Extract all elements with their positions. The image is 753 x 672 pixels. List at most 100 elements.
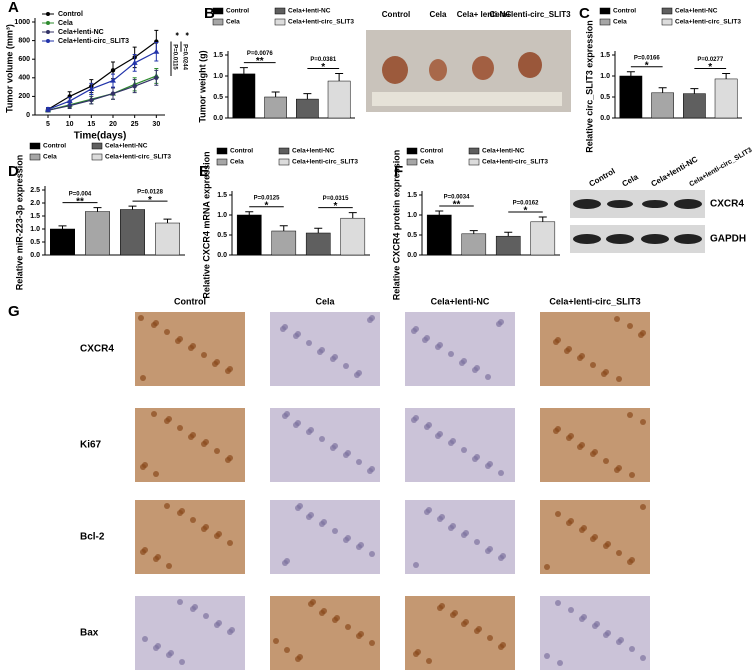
error-bar (504, 231, 513, 237)
ihc-cell (426, 507, 432, 513)
ihc-cell (142, 636, 148, 642)
ihc-cell (592, 449, 598, 455)
ihc-cell (568, 433, 574, 439)
ihc-cell (500, 642, 506, 648)
p-value: P=0.004 (69, 191, 92, 197)
ihc-cell (190, 517, 196, 523)
ihc-cell (284, 647, 290, 653)
y-axis-label: Tumor weight (g) (197, 50, 207, 122)
ihc-cell (295, 420, 301, 426)
ihc-cell (203, 613, 209, 619)
ihc-cell (627, 323, 633, 329)
legend-swatch (406, 147, 418, 155)
legend-swatch (216, 158, 228, 166)
ihc-cell (413, 562, 419, 568)
y-axis-label: Relative circ_SLIT3 expression (584, 20, 594, 153)
ihc-cell (227, 455, 233, 461)
error-bar (538, 216, 547, 222)
error-bar (626, 71, 635, 76)
ihc-cell (603, 369, 609, 375)
y-tick-label: 0.0 (600, 115, 610, 122)
ihc-cell (544, 653, 550, 659)
legend-swatch (212, 18, 224, 26)
y-tick-label: 0.0 (30, 252, 40, 259)
ihc-cell (332, 354, 338, 360)
bar (305, 232, 331, 256)
ihc-image (270, 408, 380, 482)
p-value: P=0.0125 (254, 195, 281, 201)
y-tick-label: 0.0 (217, 252, 227, 259)
marker (153, 48, 160, 54)
legend-label: Cela+lenti-circ_SLIT3 (105, 154, 171, 161)
ihc-cell (168, 650, 174, 656)
ihc-cell (640, 655, 646, 661)
ihc-cell (214, 359, 220, 365)
ihc-cell (155, 554, 161, 560)
y-tick-label: 1.5 (407, 192, 417, 199)
ihc-cell (166, 563, 172, 569)
ihc-cell (568, 607, 574, 613)
significance: * (321, 62, 325, 73)
ihc-cell (616, 465, 622, 471)
column-label: Cela+lenti-circ_SLIT3 (549, 296, 640, 306)
bar (296, 98, 319, 119)
ihc-cell (487, 461, 493, 467)
ihc-cell (568, 518, 574, 524)
ihc-cell (334, 615, 340, 621)
x-tick-label: 20 (109, 121, 117, 128)
significance: * (334, 201, 338, 212)
ihc-cell (498, 319, 504, 325)
ihc-cell (227, 366, 233, 372)
ihc-cell (426, 658, 432, 664)
y-tick-label: 1.5 (600, 52, 610, 59)
legend-marker (46, 30, 50, 34)
ihc-cell (369, 315, 375, 321)
ihc-cell (153, 471, 159, 477)
error-bar (435, 210, 444, 215)
tumor (429, 59, 447, 81)
ihc-cell (474, 539, 480, 545)
bar (232, 73, 256, 119)
y-tick-label: 1.0 (407, 212, 417, 219)
significance: * (524, 206, 528, 217)
y-tick-label: 1.0 (217, 212, 227, 219)
y-tick-label: 0.5 (217, 232, 227, 239)
legend-label: Cela+lenti-NC (288, 8, 331, 15)
column-label: Cela (315, 296, 335, 306)
legend-label: Control (43, 143, 66, 150)
ihc-image (405, 596, 515, 670)
ihc-cell (605, 630, 611, 636)
legend-label: Cela+lenti-circ_SLIT3 (292, 159, 358, 166)
ihc-cell (448, 351, 454, 357)
error-bar (469, 230, 478, 234)
p-value: P=0.0115 (171, 44, 177, 70)
legend-label: Control (613, 8, 636, 15)
ihc-cell (177, 336, 183, 342)
panel-letter: B (204, 5, 215, 22)
p-value: P=0.0381 (310, 57, 337, 63)
ihc-cell (461, 447, 467, 453)
p-value: P=0.0244 (181, 44, 187, 71)
ihc-cell (332, 528, 338, 534)
ihc-image (135, 596, 245, 670)
p-value: P=0.0076 (247, 51, 274, 57)
legend-label: Control (420, 148, 443, 155)
significance: ** (76, 196, 84, 207)
panel-letter: D (8, 163, 19, 180)
lane-label: Cela (621, 172, 641, 189)
blot-bands (573, 199, 702, 244)
ihc-cell (566, 346, 572, 352)
p-value: P=0.0277 (697, 57, 724, 63)
y-axis-label: Relative CXCR4 mRNA expression (201, 151, 211, 298)
ihc-cell (164, 329, 170, 335)
error-bar (348, 212, 357, 219)
p-value: P=0.0128 (137, 190, 164, 196)
legend-swatch (468, 158, 480, 166)
legend-label: Cela+lenti-NC (105, 143, 148, 150)
y-axis-label: Tumor volume (mm³) (4, 24, 14, 113)
legend-label: Cela (58, 20, 73, 27)
ihc-image (135, 408, 245, 482)
bar (327, 80, 351, 119)
significance: ** (256, 56, 264, 67)
ihc-image (405, 408, 515, 482)
